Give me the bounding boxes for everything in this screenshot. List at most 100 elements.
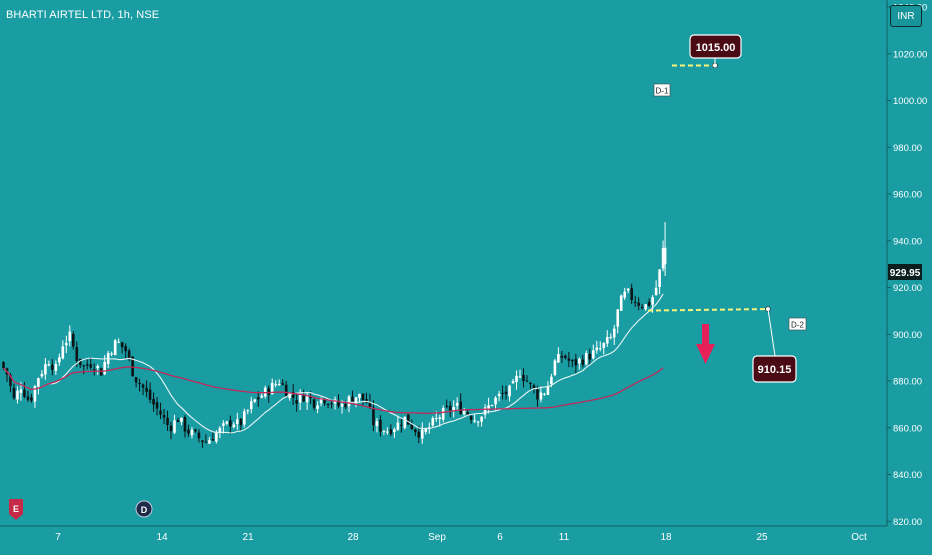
chart-title: BHARTI AIRTEL LTD, 1h, NSE bbox=[6, 9, 160, 21]
candle-body bbox=[658, 269, 661, 287]
candle-body bbox=[37, 378, 40, 387]
y-tick-label: 920.00 bbox=[893, 283, 922, 294]
candle-body bbox=[602, 343, 606, 348]
candle-body bbox=[89, 364, 93, 368]
candle-body bbox=[155, 402, 159, 409]
candle-body bbox=[85, 364, 89, 366]
candle-body bbox=[253, 399, 257, 402]
candle-body bbox=[459, 401, 462, 414]
candle-body bbox=[145, 387, 148, 392]
candle-body bbox=[358, 393, 361, 399]
annotation-layer: 1015.00 D-1 910.15 D-2 bbox=[647, 34, 807, 383]
candle-body bbox=[110, 353, 113, 355]
candle-body bbox=[236, 419, 239, 425]
candle-body bbox=[361, 393, 365, 400]
candle-body bbox=[162, 414, 166, 418]
candle-body bbox=[281, 383, 284, 385]
candle-body bbox=[190, 429, 194, 436]
candle-body bbox=[557, 354, 560, 363]
candle-body bbox=[581, 359, 585, 365]
candle-body bbox=[215, 432, 218, 442]
candle-body bbox=[407, 414, 410, 425]
candle-body bbox=[291, 391, 295, 398]
candle-body bbox=[246, 410, 250, 412]
target-up-tag-box bbox=[653, 83, 671, 97]
candle-body bbox=[578, 358, 581, 364]
candle-body bbox=[543, 393, 546, 395]
candle-body bbox=[532, 385, 536, 389]
candle-body bbox=[375, 421, 379, 426]
moving-averages-layer bbox=[3, 293, 664, 434]
candle-body bbox=[40, 373, 44, 377]
candle-body bbox=[661, 248, 665, 269]
target-down-line bbox=[647, 308, 768, 312]
time-axis[interactable]: 7 14 21 28 Sep 6 11 18 25 Oct bbox=[55, 532, 867, 543]
x-tick-label: 28 bbox=[347, 532, 359, 543]
candle-body bbox=[103, 361, 106, 375]
candle-body bbox=[438, 417, 442, 420]
candle-body bbox=[148, 389, 152, 400]
y-tick-label: 960.00 bbox=[893, 190, 922, 201]
candle-body bbox=[372, 407, 375, 426]
candle-body bbox=[166, 417, 169, 425]
candle-body bbox=[243, 411, 246, 425]
candle-body bbox=[340, 404, 344, 407]
candle-body bbox=[204, 441, 208, 443]
candle-body bbox=[452, 406, 455, 412]
candle-body bbox=[117, 341, 120, 343]
candle-body bbox=[403, 416, 407, 428]
candle-body bbox=[134, 377, 138, 383]
earnings-marker[interactable]: E bbox=[9, 499, 23, 520]
candle-body bbox=[208, 440, 211, 444]
dividend-marker[interactable]: D bbox=[135, 500, 153, 518]
candle-body bbox=[546, 385, 550, 395]
candle-body bbox=[30, 397, 33, 401]
candle-body bbox=[169, 425, 173, 432]
candle-body bbox=[222, 423, 225, 426]
candle-body bbox=[347, 396, 351, 407]
candle-body bbox=[152, 398, 155, 405]
target-down-callout-line bbox=[767, 309, 776, 357]
candle-body bbox=[424, 428, 428, 432]
candle-body bbox=[267, 388, 271, 395]
candle-body bbox=[560, 355, 564, 358]
down-arrow-shaft bbox=[702, 324, 709, 346]
candle-body bbox=[386, 431, 389, 433]
x-tick-label: 18 bbox=[660, 532, 672, 543]
candle-body bbox=[26, 396, 30, 400]
candle-body bbox=[654, 287, 658, 295]
currency-button[interactable]: INR bbox=[890, 5, 922, 27]
candle-body bbox=[455, 402, 459, 406]
candle-body bbox=[92, 369, 96, 371]
price-axis[interactable]: 820.00 840.00 860.00 880.00 900.00 920.00 940.… bbox=[887, 3, 927, 528]
candle-body bbox=[574, 359, 578, 366]
candle-body bbox=[508, 385, 511, 397]
candle-body bbox=[417, 431, 421, 438]
candle-body bbox=[626, 288, 630, 291]
candle-body bbox=[431, 418, 435, 426]
candle-body bbox=[120, 342, 124, 348]
last-price-value: 929.95 bbox=[890, 268, 921, 279]
target-up-tag: D-1 bbox=[656, 87, 669, 96]
candle-body bbox=[476, 421, 480, 423]
x-tick-label: 7 bbox=[55, 532, 61, 543]
candle-body bbox=[218, 427, 222, 434]
candle-body bbox=[490, 405, 494, 407]
candle-body bbox=[141, 384, 145, 388]
candle-body bbox=[127, 350, 131, 359]
candle-body bbox=[567, 358, 571, 361]
candle-body bbox=[389, 429, 393, 435]
candle-body bbox=[354, 397, 358, 404]
candle-body bbox=[630, 288, 633, 300]
candle-body bbox=[445, 405, 449, 407]
candle-body bbox=[469, 416, 473, 420]
candle-body bbox=[71, 333, 75, 347]
candle-body bbox=[12, 387, 16, 398]
candle-body bbox=[96, 366, 100, 369]
candle-body bbox=[58, 357, 61, 363]
candle-body bbox=[410, 424, 414, 430]
candle-body bbox=[256, 397, 260, 400]
candle-body bbox=[138, 382, 141, 385]
